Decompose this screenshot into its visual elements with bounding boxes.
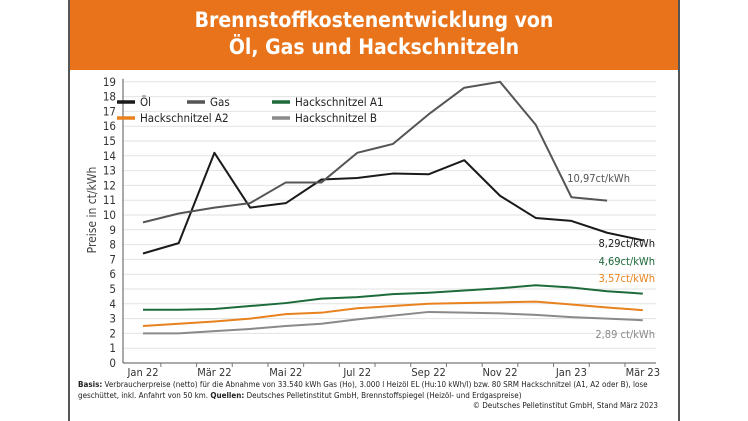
- copyright: © Deutsches Pelletinstitut GmbH, Stand M…: [472, 401, 658, 410]
- chart-footer: Basis: Verbraucherpreise (netto) für die…: [78, 380, 658, 412]
- y-tick-label: 11: [103, 193, 116, 207]
- x-tick-label: Jan 22: [127, 366, 159, 379]
- x-tick-label: Mär 23: [626, 366, 660, 379]
- y-tick-label: 18: [103, 90, 116, 104]
- sources-label: Quellen:: [210, 390, 245, 400]
- chart-panel: Brennstoffkostenentwicklung von Öl, Gas …: [68, 0, 680, 421]
- x-tick-label: Jul 22: [342, 366, 371, 379]
- y-tick-label: 14: [103, 149, 116, 163]
- y-tick-label: 0: [109, 356, 116, 370]
- series-line-öl: [142, 151, 644, 255]
- x-tick-label: Sep 22: [411, 366, 445, 379]
- y-tick-label: 12: [103, 178, 116, 192]
- y-tick-label: 13: [103, 164, 116, 178]
- legend-label: Hackschnitzel B: [295, 111, 377, 125]
- sources-text: Deutsches Pelletinstitut GmbH, Brennstof…: [244, 390, 522, 400]
- end-value-label: 8,29ct/kWh: [599, 237, 655, 250]
- series-line-hackschnitzel-a2: [142, 300, 643, 327]
- y-tick-label: 1: [109, 341, 116, 355]
- y-tick-label: 10: [103, 208, 116, 222]
- y-tick-label: 19: [103, 75, 116, 89]
- series-line-hackschnitzel-b: [143, 310, 643, 335]
- y-tick-label: 2: [109, 326, 116, 340]
- end-value-label: 4,69ct/kWh: [599, 255, 655, 268]
- x-tick-label: Jan 23: [555, 366, 587, 379]
- y-tick-label: 4: [109, 297, 116, 311]
- y-tick-label: 17: [103, 104, 116, 118]
- legend-label: Hackschnitzel A1: [295, 95, 384, 109]
- legend-label: Gas: [210, 95, 230, 109]
- title-line-1: Brennstoffkostenentwicklung von: [194, 8, 554, 32]
- legend-label: Öl: [140, 93, 151, 109]
- x-tick-label: Nov 22: [482, 366, 517, 379]
- basis-label: Basis:: [78, 380, 103, 389]
- end-value-label: 10,97ct/kWh: [567, 172, 630, 185]
- basis-text: Verbraucherpreise (netto) für die Abnahm…: [78, 380, 648, 400]
- y-axis-label: Preise in ct/kWh: [85, 167, 99, 254]
- y-tick-label: 9: [109, 223, 116, 237]
- chart-title: Brennstoffkostenentwicklung von Öl, Gas …: [70, 0, 678, 70]
- end-value-label: 2,89 ct/kWh: [595, 328, 655, 341]
- series-line-hackschnitzel-a1: [143, 284, 643, 311]
- y-tick-label: 3: [109, 312, 116, 326]
- y-tick-label: 6: [109, 267, 116, 281]
- series-line-gas: [142, 80, 608, 224]
- y-tick-label: 16: [103, 119, 116, 133]
- x-tick-label: Mär 22: [197, 366, 231, 379]
- x-tick-label: Mai 22: [269, 366, 302, 379]
- y-tick-label: 8: [109, 238, 116, 252]
- legend-label: Hackschnitzel A2: [140, 111, 229, 125]
- y-tick-label: 15: [103, 134, 116, 148]
- end-value-label: 3,57ct/kWh: [599, 272, 655, 285]
- y-tick-label: 7: [109, 252, 116, 266]
- y-tick-label: 5: [109, 282, 116, 296]
- title-line-2: Öl, Gas und Hackschnitzeln: [228, 35, 520, 59]
